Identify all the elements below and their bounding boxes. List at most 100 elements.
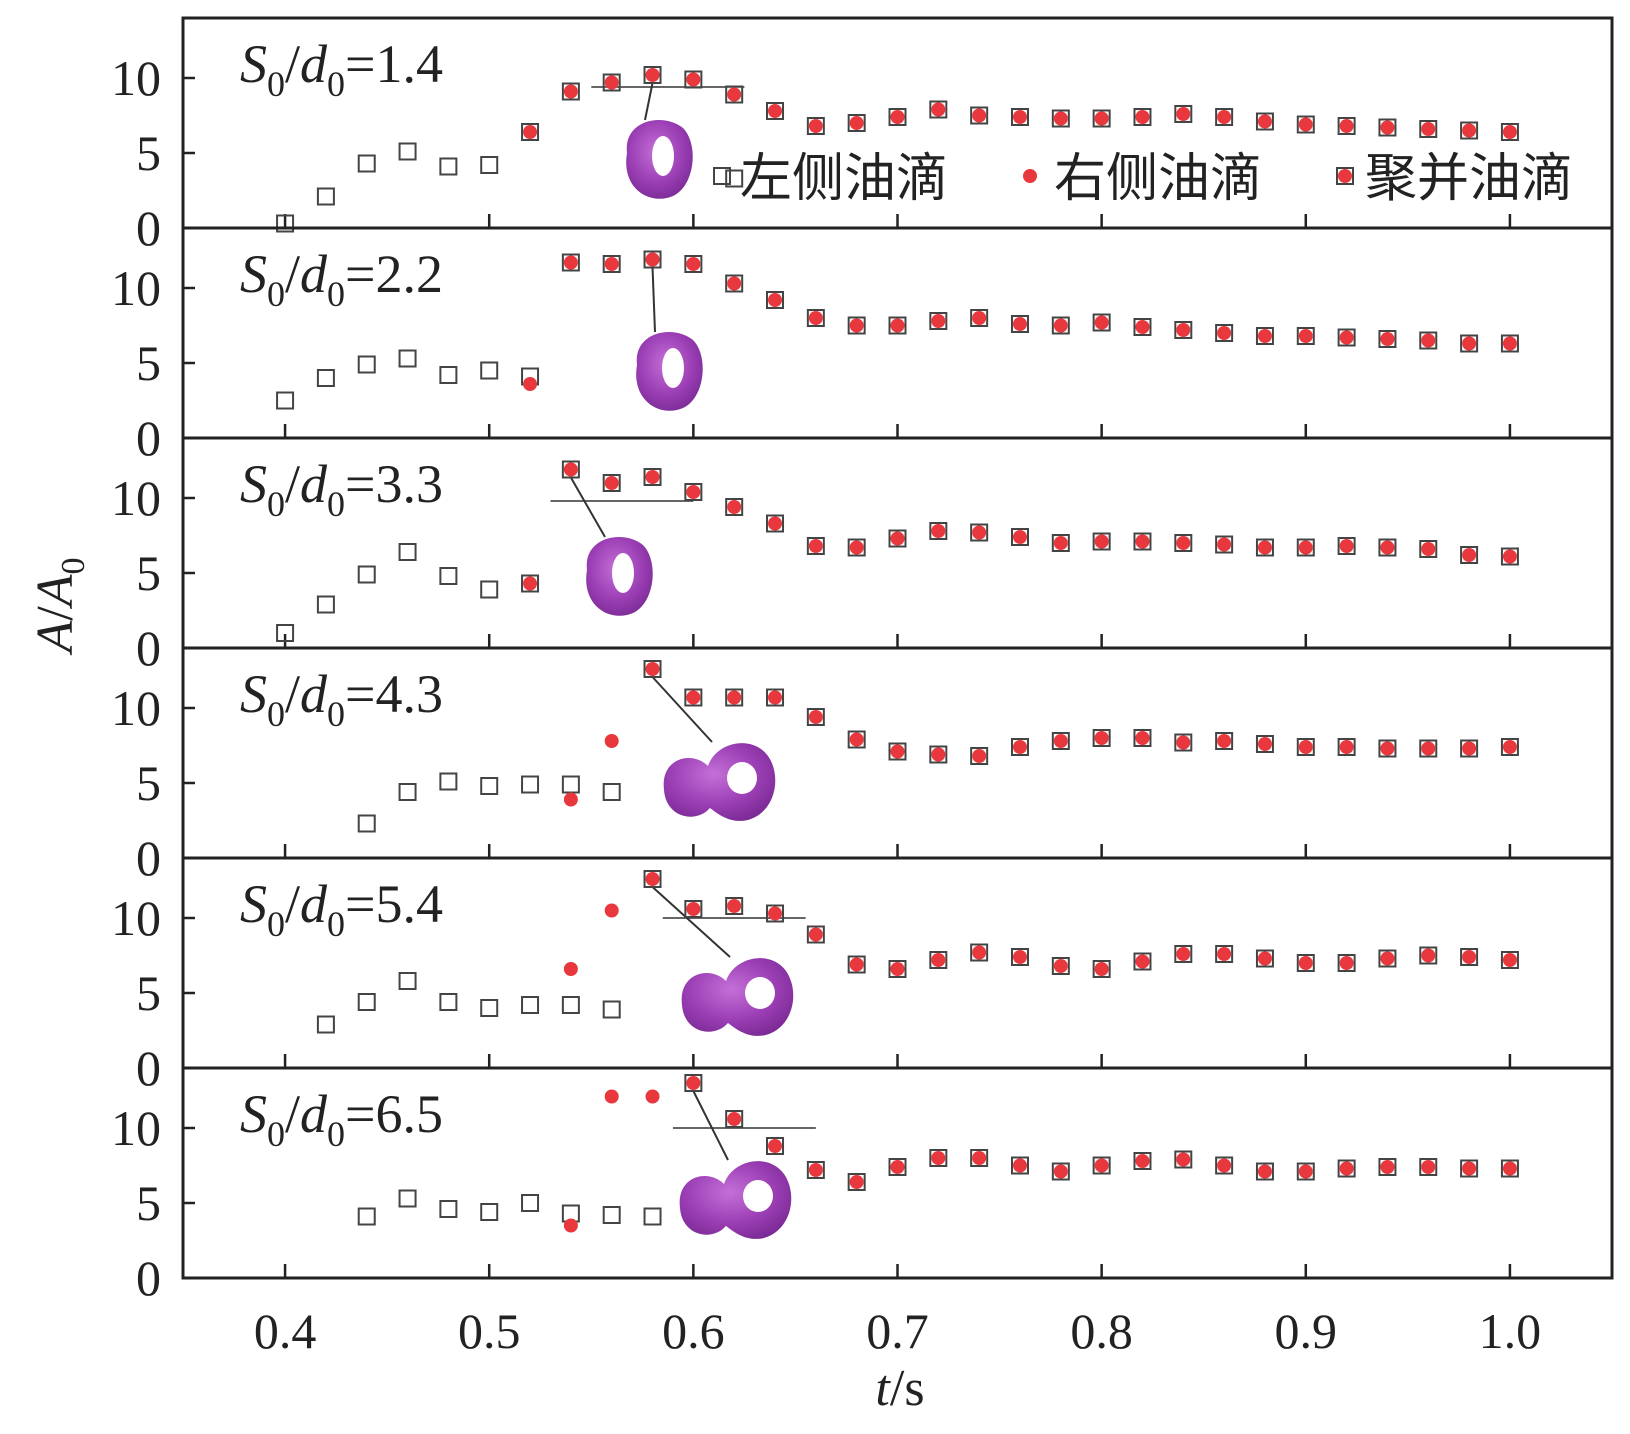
merged-droplet-point	[1255, 735, 1274, 753]
merged-droplet-point-frame	[1500, 547, 1519, 566]
merged-droplet-point-frame	[888, 742, 907, 761]
left-droplet-point	[398, 349, 417, 368]
merged-droplet-point	[888, 1158, 907, 1176]
merged-droplet-point-dot	[849, 957, 864, 972]
merged-droplet-point-frame	[1500, 738, 1519, 756]
panel-label: S0/d0=1.4	[240, 34, 443, 104]
merged-droplet-point-frame	[929, 745, 948, 764]
merged-droplet-point-dot	[563, 84, 578, 99]
merged-droplet-point	[1460, 334, 1479, 353]
merged-droplet-point-dot	[563, 462, 578, 477]
left-droplet-point	[561, 775, 580, 794]
merged-droplet-point	[1010, 1156, 1029, 1175]
merged-droplet-point	[1460, 739, 1479, 758]
merged-droplet-point	[929, 1149, 948, 1167]
left-droplet-point	[398, 142, 417, 161]
y-tick-label: 5	[136, 335, 161, 391]
merged-droplet-point-dot	[645, 872, 660, 886]
left-droplet-point	[480, 999, 499, 1017]
merged-droplet-point-frame	[970, 1149, 989, 1167]
merged-droplet-point-dot	[727, 276, 742, 291]
right-droplet-point	[604, 734, 619, 748]
merged-droplet-point	[1419, 540, 1438, 558]
merged-droplet-point	[1215, 1156, 1234, 1175]
merged-droplet-point	[1092, 1156, 1111, 1175]
merged-droplet-point-frame	[1092, 313, 1111, 332]
merged-droplet-point-frame	[1174, 1150, 1193, 1169]
merged-droplet-point-frame	[888, 529, 907, 548]
panel-label: S0/d0=6.5	[240, 1084, 443, 1154]
merged-droplet-point-frame	[1215, 1156, 1234, 1175]
merged-droplet-point-frame	[1337, 954, 1356, 972]
merged-droplet-point	[684, 688, 703, 707]
merged-droplet-point	[643, 660, 662, 678]
merged-droplet-point-dot	[890, 110, 905, 124]
merged-droplet-point-frame	[1500, 334, 1519, 353]
merged-droplet-point	[806, 117, 825, 135]
merged-droplet-point	[725, 85, 744, 104]
merged-droplet-point	[1296, 327, 1315, 345]
merged-droplet-point-dot	[523, 125, 538, 139]
merged-droplet-point	[602, 474, 621, 492]
merged-droplet-point	[888, 316, 907, 335]
merged-droplet-point-dot	[1176, 107, 1191, 121]
merged-droplet-point-frame	[806, 708, 825, 726]
left-droplet-point	[725, 169, 744, 188]
merged-droplet-point-dot	[686, 902, 701, 916]
merged-droplet-point-frame	[847, 316, 866, 335]
y-axis-label: A/A0	[27, 558, 92, 656]
x-tick-label: 0.6	[662, 1303, 725, 1359]
merged-droplet-point-dot	[768, 1139, 783, 1153]
merged-droplet-point-frame	[1255, 112, 1274, 131]
merged-droplet-point-dot	[1135, 731, 1150, 745]
merged-droplet-point-frame	[1010, 108, 1029, 126]
droplet-inset-image-hole	[652, 136, 674, 176]
merged-droplet-point	[602, 255, 621, 273]
merged-droplet-point	[1010, 315, 1029, 333]
merged-droplet-point	[888, 742, 907, 761]
merged-droplet-point	[766, 904, 785, 923]
merged-droplet-point	[888, 960, 907, 978]
merged-droplet-point	[725, 498, 744, 516]
merged-droplet-point-frame	[1296, 954, 1315, 972]
merged-droplet-point-frame	[725, 1110, 744, 1128]
merged-droplet-point-frame	[1215, 324, 1234, 342]
left-droplet-point	[480, 580, 499, 599]
merged-droplet-point-dot	[727, 500, 742, 514]
merged-droplet-point	[1419, 120, 1438, 138]
merged-droplet-point-frame	[1174, 733, 1193, 752]
merged-droplet-point-dot	[1298, 540, 1313, 555]
merged-droplet-point-dot	[808, 1163, 823, 1177]
merged-droplet-point-dot	[1462, 1161, 1477, 1176]
merged-droplet-point-dot	[1012, 317, 1027, 331]
merged-droplet-point	[684, 1074, 703, 1092]
merged-droplet-point-frame	[806, 117, 825, 135]
merged-droplet-point-frame	[725, 274, 744, 293]
merged-droplet-point-frame	[847, 538, 866, 557]
merged-droplet-point	[1296, 115, 1315, 134]
merged-droplet-point-frame	[1500, 1159, 1519, 1178]
legend-merged-marker-dot	[1338, 169, 1352, 183]
merged-droplet-point-dot	[1012, 1158, 1027, 1173]
merged-droplet-point-frame	[766, 102, 785, 120]
left-droplet-point	[439, 993, 458, 1011]
merged-droplet-point-frame	[1174, 321, 1193, 339]
merged-droplet-point-frame	[766, 904, 785, 923]
merged-droplet-point	[766, 688, 785, 707]
inset-pointer-line	[692, 1090, 729, 1161]
merged-droplet-point-dot	[808, 710, 823, 724]
merged-droplet-point-dot	[1462, 950, 1477, 964]
panel-label: S0/d0=2.2	[240, 244, 443, 314]
left-droplet-point	[398, 1189, 417, 1208]
y-tick-label: 5	[136, 755, 161, 811]
merged-droplet-point-dot	[972, 311, 987, 325]
merged-droplet-point-dot	[1094, 534, 1109, 549]
merged-droplet-point	[725, 274, 744, 293]
y-tick-label: 5	[136, 965, 161, 1021]
merged-droplet-point-dot	[1339, 740, 1354, 754]
y-tick-label: 0	[136, 200, 161, 256]
merged-droplet-point-frame	[561, 82, 580, 101]
merged-droplet-point	[970, 747, 989, 765]
merged-droplet-point-frame	[929, 1149, 948, 1167]
right-droplet-point	[645, 1089, 660, 1104]
